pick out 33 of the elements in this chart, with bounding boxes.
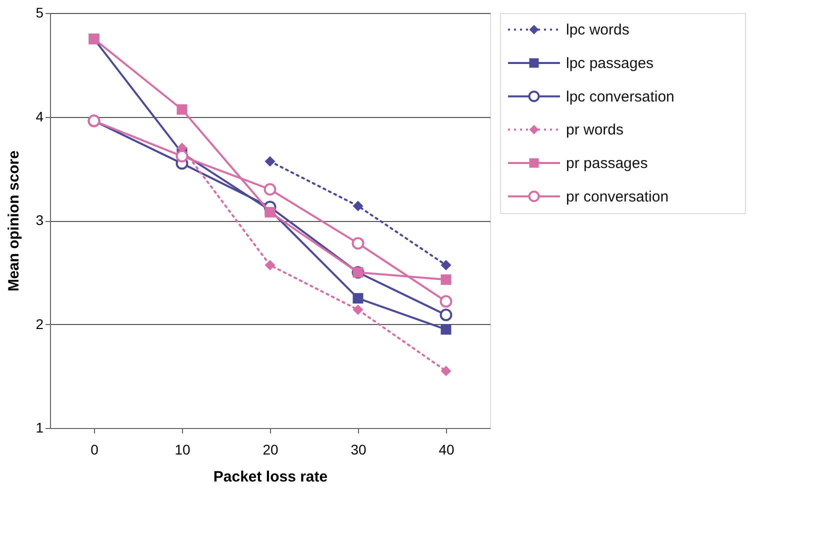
x-tick-label: 40 [438,442,454,458]
point [440,366,452,376]
y-tick-label: 3 [36,212,44,228]
y-tick-label: 4 [36,108,44,124]
y-tick-label: 1 [36,420,44,436]
point [264,183,276,196]
point [440,324,452,335]
point [440,260,452,270]
point [264,260,276,270]
point [264,156,276,167]
x-tick-label: 20 [262,442,278,458]
legend-label: lpc words [566,22,630,39]
point [176,150,188,162]
point [176,104,188,115]
x-tick-label: 30 [350,442,366,458]
point [440,308,452,322]
x-axis-title: Packet loss rate [213,468,328,486]
y-tick-label: 2 [36,316,44,332]
y-tick-label: 5 [36,4,44,20]
x-tick-label: 0 [90,442,99,458]
point [440,295,452,308]
y-axis-title: Mean opinion score [6,150,23,292]
x-tick-label: 10 [174,442,190,458]
point [352,293,364,304]
point [440,274,452,285]
legend-label: lpc passages [566,55,654,72]
point [352,304,364,315]
legend-label: lpc conversation [566,88,674,106]
point [352,200,364,212]
legend-label: pr words [566,122,624,139]
legend-label: pr passages [566,155,648,172]
legend-label: pr conversation [566,188,669,206]
point [352,237,364,250]
